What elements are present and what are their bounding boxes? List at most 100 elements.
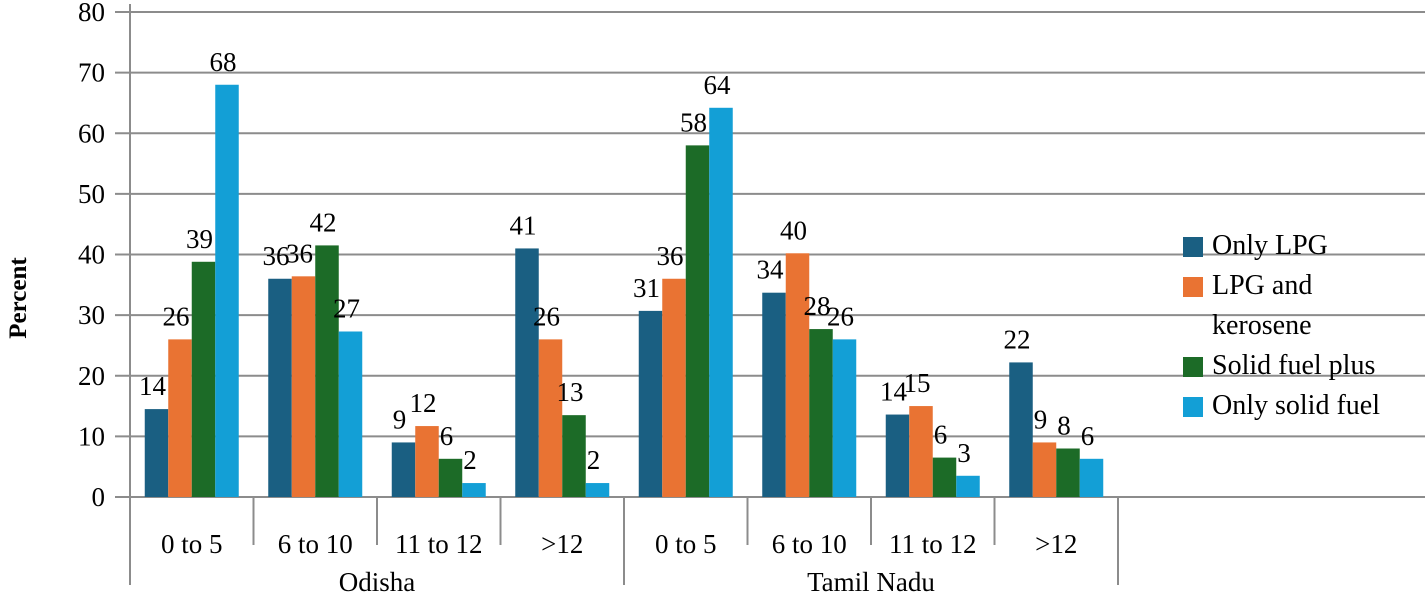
- x-axis-labels: 0 to 5 6 to 10 11 to 12 >12 0 to 5 6 to 10 11 …: [161, 529, 1077, 597]
- x-tick-label: 0 to 5: [655, 529, 717, 559]
- data-label: 9: [1034, 404, 1048, 434]
- bar: [168, 339, 192, 497]
- bar: [338, 331, 363, 497]
- bar: [462, 483, 486, 497]
- data-label: 26: [163, 301, 190, 331]
- data-label: 8: [1057, 411, 1071, 441]
- data-label: 9: [393, 404, 407, 434]
- y-axis-title: Percent: [5, 257, 32, 339]
- bar: [415, 426, 439, 497]
- data-label: 15: [904, 368, 931, 398]
- bar: [762, 292, 786, 497]
- bar: [1056, 448, 1080, 497]
- data-label: 68: [210, 47, 237, 77]
- data-label: 28: [804, 291, 831, 321]
- bar: [585, 483, 610, 497]
- legend-label: Only solid fuel: [1212, 390, 1380, 421]
- bar: [885, 414, 910, 497]
- data-label: 64: [704, 70, 732, 100]
- y-tick-label: 60: [78, 118, 105, 148]
- bar: [291, 276, 316, 497]
- bar: [685, 145, 710, 497]
- bar: [191, 261, 216, 497]
- legend-swatch-icon: [1183, 277, 1203, 297]
- data-label: 36: [286, 238, 313, 268]
- bar: [562, 415, 586, 497]
- data-label: 6: [934, 420, 948, 450]
- axes: [129, 4, 1119, 585]
- legend-label: Only LPG: [1212, 230, 1328, 261]
- bars: [144, 84, 1104, 497]
- legend-item: Only solid fuel: [1183, 386, 1380, 426]
- data-label: 36: [657, 241, 684, 271]
- legend-item: Only LPG: [1183, 226, 1380, 266]
- bar: [438, 458, 463, 497]
- data-label: 2: [587, 445, 601, 475]
- bar: [215, 84, 239, 497]
- bar: [1009, 362, 1033, 497]
- y-tick-label: 50: [78, 179, 105, 209]
- data-label: 31: [633, 273, 660, 303]
- bar: [809, 329, 833, 497]
- legend: Only LPG LPG and kerosene Solid fuel plus O…: [1183, 226, 1380, 426]
- bar: [144, 409, 169, 497]
- data-label: 34: [757, 255, 785, 285]
- y-tick-label: 80: [78, 0, 105, 27]
- bar: [538, 339, 563, 497]
- legend-swatch-icon: [1183, 357, 1203, 377]
- bar: [1032, 442, 1057, 497]
- data-label: 41: [510, 210, 537, 240]
- data-label: 12: [410, 388, 437, 418]
- bar: [956, 475, 980, 497]
- y-tick-label: 40: [78, 240, 105, 270]
- bar: [909, 406, 933, 497]
- bar: [785, 253, 810, 497]
- data-label: 42: [310, 207, 337, 237]
- y-tick-label: 30: [78, 300, 105, 330]
- y-tick-label: 70: [78, 58, 105, 88]
- legend-label: Solid fuel plus: [1212, 350, 1376, 381]
- data-label: 22: [1004, 324, 1031, 354]
- data-labels: 1426396836364227912624126132313658643440…: [139, 47, 1094, 475]
- y-axis-ticks: 0 10 20 30 40 50 60 70 80: [78, 0, 105, 512]
- bar: [709, 107, 733, 497]
- data-label: 39: [186, 224, 213, 254]
- y-tick-label: 20: [78, 361, 105, 391]
- x-tick-label: >12: [541, 529, 583, 559]
- data-label: 3: [957, 438, 971, 468]
- data-label: 27: [333, 293, 360, 323]
- data-label: 2: [463, 445, 477, 475]
- data-label: 6: [440, 421, 454, 451]
- data-label: 13: [557, 377, 584, 407]
- bar: [662, 278, 686, 497]
- bar: [515, 248, 539, 497]
- data-label: 58: [680, 107, 707, 137]
- bar: [638, 310, 663, 497]
- legend-item: Solid fuel plus: [1183, 346, 1380, 386]
- bar: [315, 245, 339, 497]
- y-tick-label: 0: [92, 482, 106, 512]
- bar: [1079, 458, 1104, 497]
- legend-swatch-icon: [1183, 237, 1203, 257]
- legend-swatch-icon: [1183, 397, 1203, 417]
- data-label: 26: [827, 301, 854, 331]
- data-label: 36: [263, 241, 290, 271]
- bar: [391, 442, 416, 497]
- legend-label: LPG and kerosene: [1212, 270, 1313, 341]
- x-tick-label: 11 to 12: [889, 529, 977, 559]
- data-label: 40: [780, 215, 807, 245]
- y-tick-label: 10: [78, 421, 105, 451]
- data-label: 14: [880, 377, 908, 407]
- legend-item: LPG and kerosene: [1183, 266, 1380, 346]
- x-tick-label: 6 to 10: [278, 529, 353, 559]
- bar: [268, 278, 292, 497]
- data-label: 26: [533, 301, 560, 331]
- x-tick-label: 11 to 12: [395, 529, 483, 559]
- x-tick-label: >12: [1035, 529, 1077, 559]
- x-tick-label: 6 to 10: [772, 529, 847, 559]
- x-group-label: Tamil Nadu: [807, 567, 935, 597]
- data-label: 6: [1081, 421, 1095, 451]
- data-label: 14: [139, 371, 167, 401]
- x-tick-label: 0 to 5: [161, 529, 223, 559]
